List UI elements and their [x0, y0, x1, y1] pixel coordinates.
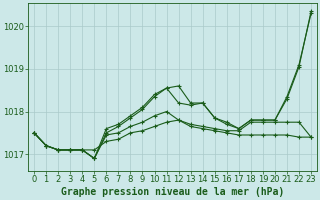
X-axis label: Graphe pression niveau de la mer (hPa): Graphe pression niveau de la mer (hPa)	[61, 187, 284, 197]
